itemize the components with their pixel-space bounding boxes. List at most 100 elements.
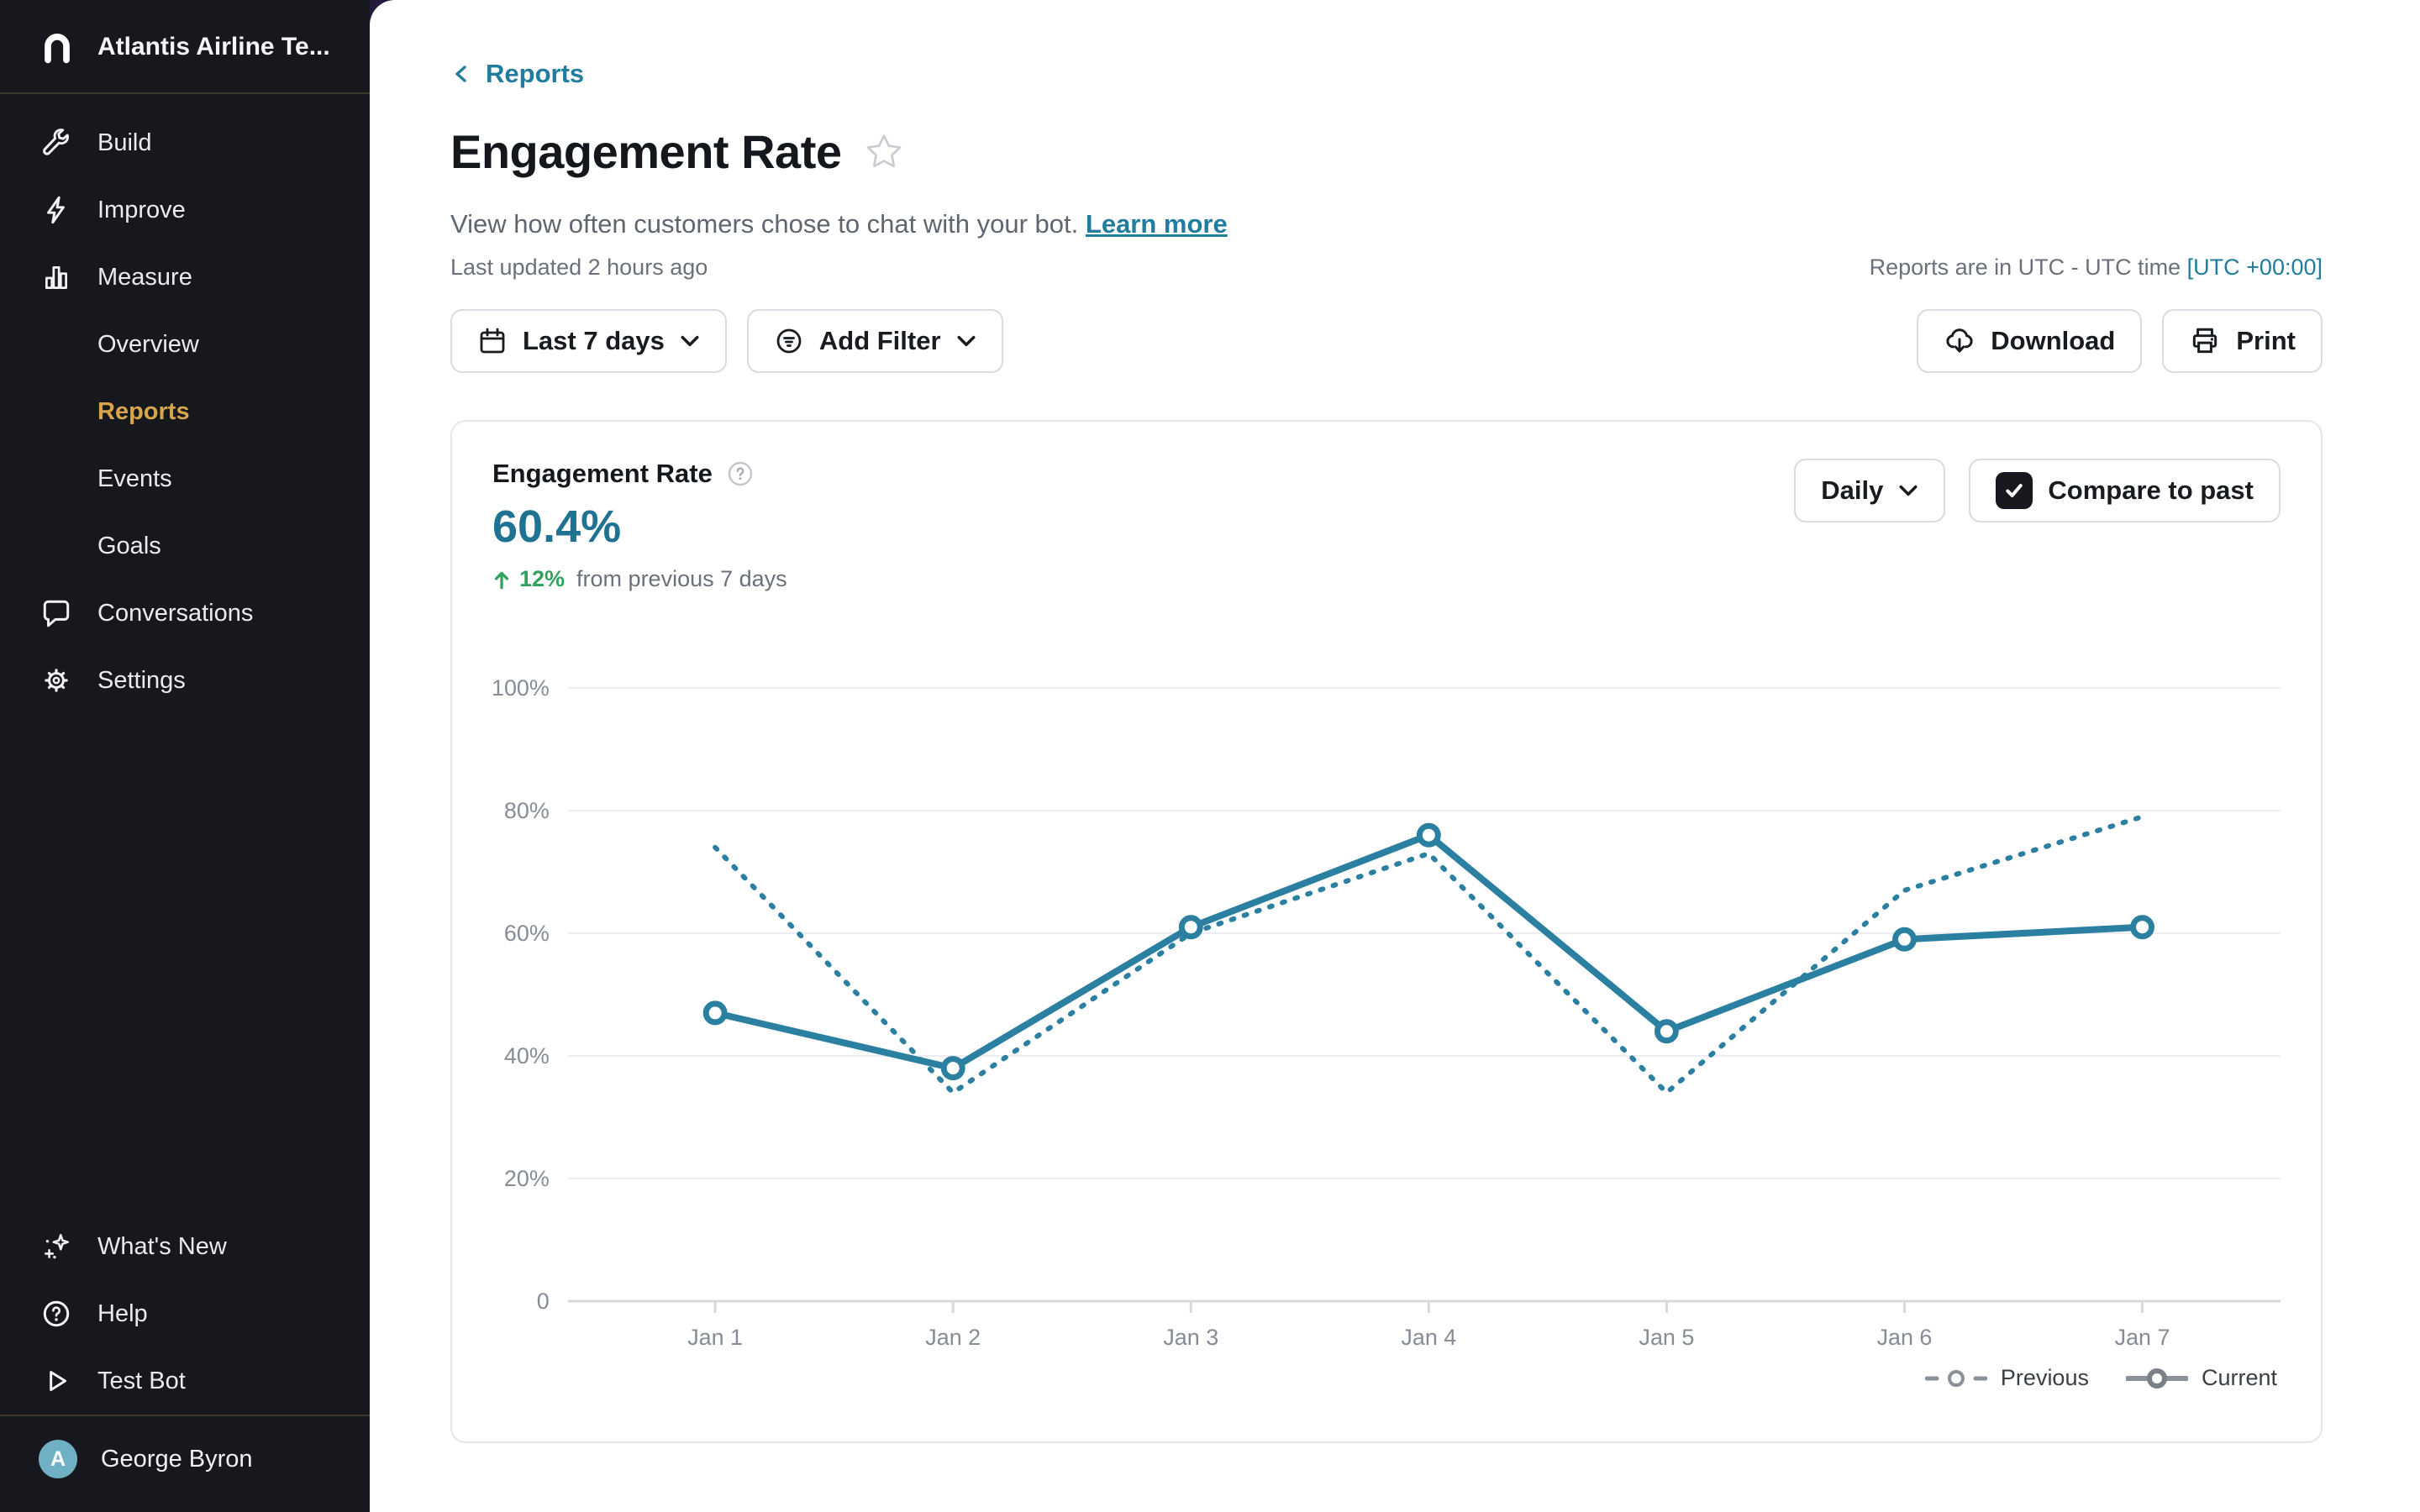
back-link-label: Reports <box>486 59 585 88</box>
sidebar-item-goals[interactable]: Goals <box>0 512 370 580</box>
delta-suffix: from previous 7 days <box>576 566 787 591</box>
chevron-down-icon <box>1899 485 1918 496</box>
sidebar-item-settings[interactable]: Settings <box>0 647 370 714</box>
svg-text:40%: 40% <box>504 1043 550 1068</box>
svg-text:Jan 6: Jan 6 <box>1877 1325 1933 1350</box>
print-label: Print <box>2236 326 2296 355</box>
learn-more-link[interactable]: Learn more <box>1085 209 1228 239</box>
engagement-rate-chart: 100% 80% 60% 40% 20% 0 Jan 1 Jan 2 Jan 3 Jan 4 Jan… <box>492 680 2281 1360</box>
legend-previous-label: Previous <box>2000 1365 2089 1390</box>
sidebar-item-measure[interactable]: Measure <box>0 244 370 311</box>
timezone-link[interactable]: [UTC +00:00] <box>2186 255 2323 280</box>
checkbox-checked[interactable] <box>1996 472 2033 509</box>
help-icon <box>40 1298 72 1330</box>
sidebar-item-conversations[interactable]: Conversations <box>0 580 370 647</box>
download-label: Download <box>1991 326 2116 355</box>
chat-icon <box>40 597 72 629</box>
favorite-star-icon[interactable] <box>864 132 904 172</box>
print-icon <box>2193 328 2217 354</box>
sidebar-item-improve[interactable]: Improve <box>0 176 370 244</box>
sidebar-item-label: Goals <box>97 532 161 559</box>
add-filter-button[interactable]: Add Filter <box>746 309 1003 373</box>
sidebar-divider <box>0 1415 370 1416</box>
compare-label: Compare to past <box>2048 475 2254 505</box>
svg-text:60%: 60% <box>504 921 550 946</box>
sidebar-item-build[interactable]: Build <box>0 109 370 176</box>
download-button[interactable]: Download <box>1917 309 2143 373</box>
description-text: View how often customers chose to chat w… <box>450 209 1079 239</box>
sidebar-item-events[interactable]: Events <box>0 445 370 512</box>
back-link[interactable]: Reports <box>450 59 584 89</box>
sidebar-item-label: Settings <box>97 666 186 694</box>
svg-text:0: 0 <box>537 1289 550 1314</box>
svg-text:80%: 80% <box>504 798 550 823</box>
main-content: Reports Engagement Rate View how often c… <box>370 0 2420 1512</box>
sidebar-item-label: Measure <box>97 263 192 291</box>
sidebar-item-test-bot[interactable]: Test Bot <box>0 1347 370 1415</box>
sidebar-item-label: Help <box>97 1299 148 1327</box>
sidebar-item-label: Overview <box>97 330 199 358</box>
page-title: Engagement Rate <box>450 125 842 178</box>
granularity-button[interactable]: Daily <box>1794 459 1946 522</box>
metric-block: Engagement Rate 60.4% 12% from p <box>492 459 787 592</box>
legend-current-label: Current <box>2201 1365 2277 1390</box>
svg-text:Jan 3: Jan 3 <box>1163 1325 1218 1350</box>
chevron-down-icon <box>957 335 976 347</box>
previous-series-glyph-icon <box>1924 1369 1987 1387</box>
sidebar-item-help[interactable]: Help <box>0 1280 370 1347</box>
check-icon <box>2006 484 2023 497</box>
sidebar-item-label: Reports <box>97 397 190 425</box>
toolbar: Last 7 days Add Filter <box>450 309 2323 373</box>
svg-text:100%: 100% <box>492 680 550 701</box>
sidebar-item-label: Conversations <box>97 599 254 627</box>
metric-delta: 12% from previous 7 days <box>492 566 787 592</box>
print-button[interactable]: Print <box>2162 309 2323 373</box>
granularity-label: Daily <box>1821 475 1884 505</box>
sidebar-item-label: Events <box>97 465 172 492</box>
ada-logo-icon <box>45 34 70 64</box>
svg-text:Jan 7: Jan 7 <box>2115 1325 2170 1350</box>
workspace-name: Atlantis Airline Te... <box>97 33 330 60</box>
page-description: View how often customers chose to chat w… <box>450 209 2323 239</box>
sparkles-icon <box>40 1231 72 1263</box>
svg-text:20%: 20% <box>504 1166 550 1191</box>
sidebar-nav: Build Improve Measure Overview Reports <box>0 94 370 714</box>
svg-text:Jan 5: Jan 5 <box>1639 1325 1695 1350</box>
sidebar-item-label: Test Bot <box>97 1367 186 1394</box>
chevron-left-icon <box>455 66 466 82</box>
chevron-down-icon <box>681 335 699 347</box>
sidebar-item-whats-new[interactable]: What's New <box>0 1213 370 1280</box>
wrench-icon <box>40 127 72 159</box>
current-series-glyph-icon <box>2125 1368 2188 1389</box>
workspace-switcher[interactable]: Atlantis Airline Te... <box>0 0 370 92</box>
user-name: George Byron <box>101 1445 253 1473</box>
timezone-text: Reports are in UTC - UTC time <box>1869 255 2181 280</box>
sidebar-item-label: What's New <box>97 1232 227 1260</box>
engagement-rate-card: Engagement Rate 60.4% 12% from p <box>450 420 2323 1443</box>
bar-chart-icon <box>40 261 72 293</box>
sidebar-spacer <box>0 714 370 1213</box>
svg-text:Jan 4: Jan 4 <box>1401 1325 1456 1350</box>
metric-value: 60.4% <box>492 501 622 552</box>
date-range-button[interactable]: Last 7 days <box>450 309 727 373</box>
avatar: A <box>39 1440 77 1478</box>
chart-legend: Previous Current <box>492 1365 2281 1391</box>
sidebar-item-reports[interactable]: Reports <box>0 378 370 445</box>
gear-icon <box>40 664 72 696</box>
compare-to-past-toggle[interactable]: Compare to past <box>1969 459 2281 522</box>
legend-current: Current <box>2125 1365 2277 1391</box>
line-chart: 100% 80% 60% 40% 20% 0 Jan 1 Jan 2 Jan 3 Jan 4 Jan… <box>492 680 2281 1350</box>
sidebar-item-overview[interactable]: Overview <box>0 311 370 378</box>
help-circle-icon[interactable] <box>726 459 755 488</box>
filter-icon <box>776 328 802 354</box>
add-filter-label: Add Filter <box>818 326 941 355</box>
sidebar-divider <box>0 92 370 94</box>
sidebar-item-label: Improve <box>97 196 186 223</box>
download-cloud-icon <box>1946 328 1973 353</box>
user-menu[interactable]: A George Byron <box>0 1416 370 1504</box>
svg-text:Jan 2: Jan 2 <box>925 1325 981 1350</box>
last-updated: Last updated 2 hours ago <box>450 255 708 280</box>
calendar-icon <box>480 328 505 354</box>
delta-value: 12% <box>519 566 566 591</box>
